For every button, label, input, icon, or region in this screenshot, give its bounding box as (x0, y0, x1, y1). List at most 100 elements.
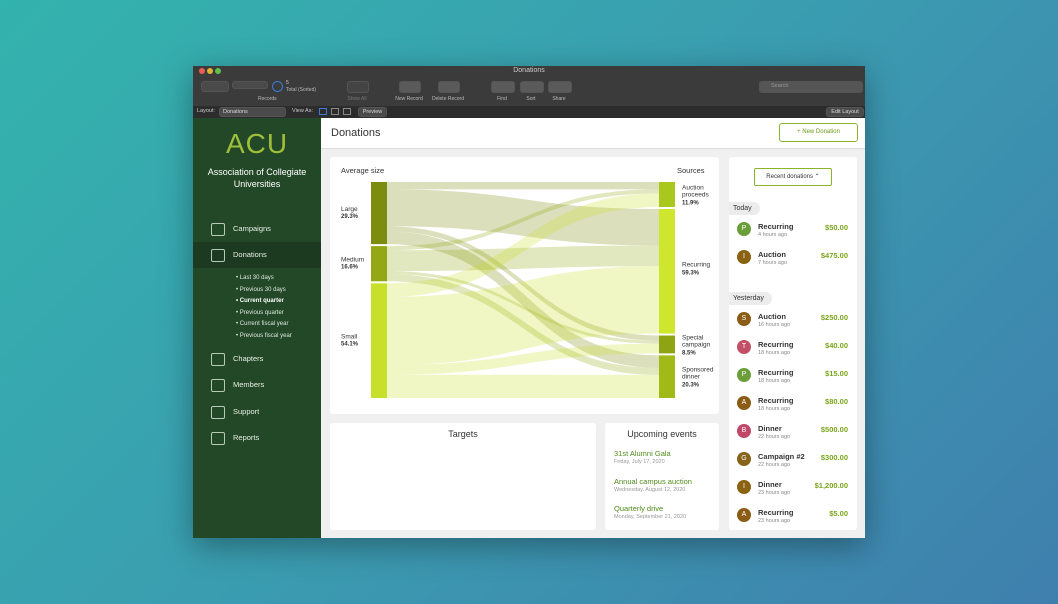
avatar: G (737, 452, 751, 466)
event-item[interactable]: Annual campus auction (614, 476, 692, 486)
submenu-item[interactable]: • Previous quarter (236, 309, 284, 316)
sankey-flow (387, 226, 659, 341)
donation-name: Recurring (758, 508, 794, 517)
view-table[interactable] (343, 108, 351, 115)
event-date: Wednesday, August 12, 2020 (614, 486, 686, 493)
search-field[interactable] (759, 81, 863, 93)
close-button[interactable] (199, 68, 205, 74)
toolbar-button-label[interactable]: Find (497, 96, 507, 102)
event-item[interactable]: Quarterly drive (614, 504, 664, 513)
submenu-item[interactable]: • Current fiscal year (236, 321, 289, 328)
preview-button[interactable]: Preview (358, 107, 387, 117)
donation-name: Campaign #2 (758, 452, 805, 461)
view-as-label: View As: (292, 108, 313, 114)
nav-icon[interactable] (211, 406, 225, 419)
search-placeholder: Search (771, 83, 789, 89)
zoom-button[interactable] (215, 68, 221, 74)
new-donation-button[interactable]: + New Donation (779, 123, 858, 142)
donation-amount: $1,200.00 (814, 481, 848, 490)
nav-icon[interactable] (211, 379, 225, 392)
toolbar-button[interactable] (491, 81, 515, 93)
donation-time: 23 hours ago (758, 518, 791, 524)
toolbar-button[interactable] (347, 81, 369, 93)
node-value: 20.3% (682, 383, 700, 389)
donation-name: Recurring (758, 368, 794, 377)
node-label: Medium (341, 257, 364, 264)
submenu-item[interactable]: • Current quarter (236, 298, 284, 305)
sankey-flow (387, 374, 659, 398)
nav-active-bg[interactable] (193, 242, 321, 268)
donation-amount: $40.00 (825, 341, 848, 350)
nav-item[interactable]: Donations (233, 250, 267, 259)
submenu-item[interactable]: • Previous 30 days (236, 286, 286, 293)
toolbar-button-label[interactable]: Delete Record (432, 96, 464, 102)
donation-time: 22 hours ago (758, 462, 791, 468)
sankey-flow (387, 245, 659, 272)
recent-dropdown[interactable]: Recent donations ⌃ (754, 168, 832, 186)
node-value: 8.5% (682, 350, 696, 356)
toolbar-button-label[interactable]: New Record (395, 96, 423, 102)
node-label: Recurring (682, 261, 711, 268)
events-title: Upcoming events (627, 429, 697, 439)
donation-amount: $475.00 (820, 251, 848, 260)
sankey-flow (387, 343, 659, 375)
sankey-node (659, 208, 675, 334)
donation-amount: $5.00 (829, 509, 848, 518)
sankey-flow (387, 266, 659, 365)
toolbar-button[interactable] (399, 81, 421, 93)
back-forward[interactable] (201, 81, 229, 92)
node-label: Auction proceeds (682, 184, 709, 198)
nav-item[interactable]: Chapters (233, 354, 264, 363)
submenu-item[interactable]: • Previous fiscal year (236, 333, 292, 339)
nav-item[interactable]: Support (233, 407, 260, 416)
donation-time: 18 hours ago (758, 378, 791, 384)
toolbar-button-label[interactable]: Sort (526, 96, 536, 102)
avatar: I (737, 250, 751, 264)
group-pill: Today (729, 202, 760, 215)
donation-name: Dinner (758, 480, 782, 489)
avatar: P (737, 368, 751, 382)
donation-amount: $500.00 (820, 425, 848, 434)
nav-item[interactable]: Members (233, 380, 265, 389)
toolbar-button[interactable] (548, 81, 572, 93)
edit-layout-button[interactable]: Edit Layout (826, 107, 864, 117)
toolbar-button[interactable] (520, 81, 544, 93)
nav-item[interactable]: Campaigns (233, 224, 271, 233)
minimize-button[interactable] (207, 68, 213, 74)
donation-amount: $15.00 (825, 369, 848, 378)
avatar: T (737, 340, 751, 354)
nav-icon[interactable] (211, 223, 225, 236)
sankey-node (371, 182, 387, 245)
event-item[interactable]: 31st Alumni Gala (614, 449, 671, 458)
avatar: B (737, 424, 751, 438)
toolbar-button[interactable] (438, 81, 460, 93)
donation-time: 7 hours ago (758, 260, 788, 266)
sankey-flow (387, 274, 659, 375)
avatar: A (737, 396, 751, 410)
view-form[interactable] (319, 108, 327, 115)
record-pie (272, 81, 283, 92)
submenu-item[interactable]: • Last 30 days (236, 275, 274, 281)
nav-icon[interactable] (211, 249, 225, 262)
avatar: I (737, 480, 751, 494)
donation-time: 18 hours ago (758, 350, 791, 356)
nav-icon[interactable] (211, 353, 225, 366)
nav-item[interactable]: Reports (233, 433, 260, 442)
node-value: 11.9% (682, 200, 699, 206)
donation-amount: $50.00 (825, 223, 848, 232)
layout-select[interactable]: Donations (219, 107, 286, 117)
sankey-flow (387, 182, 659, 190)
group-pill: Yesterday (729, 292, 772, 305)
node-value: 59.3% (682, 270, 700, 276)
record-slider[interactable] (232, 81, 268, 89)
toolbar-button-label[interactable]: Share (552, 96, 566, 102)
avatar: S (737, 312, 751, 326)
donation-time: 18 hours ago (758, 406, 791, 412)
nav-icon[interactable] (211, 432, 225, 445)
toolbar-button-label[interactable]: Show All (347, 96, 367, 102)
sankey-node (371, 246, 387, 282)
donation-name: Dinner (758, 424, 782, 433)
view-list[interactable] (331, 108, 339, 115)
donation-amount: $300.00 (820, 453, 848, 462)
